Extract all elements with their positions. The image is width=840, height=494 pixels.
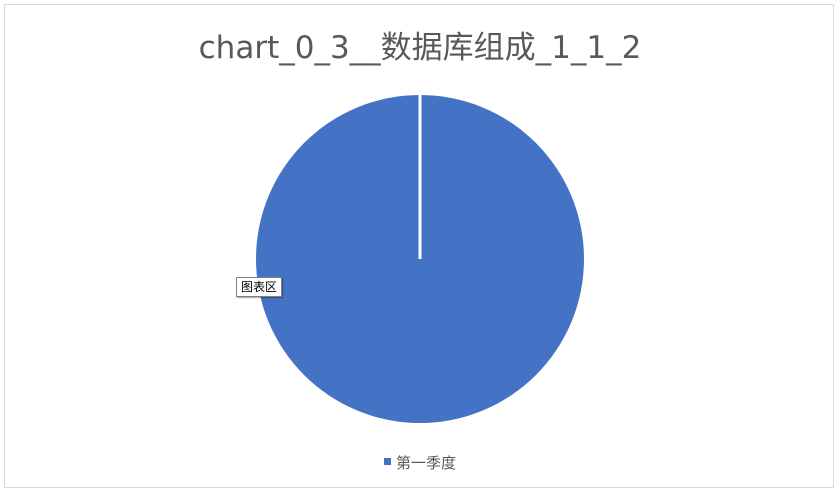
legend: 第一季度: [0, 452, 840, 473]
legend-item-label: 第一季度: [395, 454, 456, 472]
legend-swatch: [383, 458, 391, 465]
chart-area-tooltip: 图表区: [236, 277, 283, 297]
pie-slices: [256, 95, 584, 423]
chart-title: chart_0_3__数据库组成_1_1_2: [198, 30, 642, 66]
